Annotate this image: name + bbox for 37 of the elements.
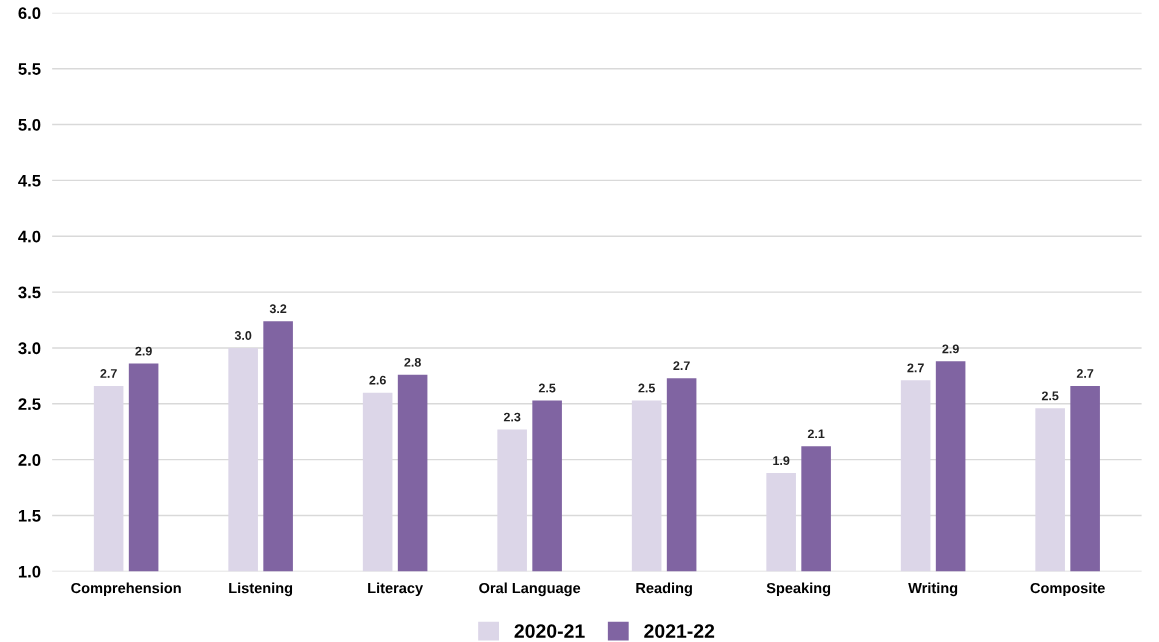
data-label: 2.5 (538, 383, 556, 393)
x-tick-label: Literacy (368, 582, 424, 597)
y-tick-label: 1.5 (18, 510, 41, 522)
data-label: 2.3 (503, 412, 521, 422)
x-tick-label: Speaking (766, 582, 831, 597)
y-tick-label: 2.0 (18, 454, 41, 466)
y-tick-label: 6.0 (18, 7, 41, 20)
data-label: 1.9 (773, 456, 790, 466)
y-tick-label: 2.5 (18, 398, 41, 411)
y-tick-label: 1.0 (18, 565, 41, 578)
x-tick-label: Reading (636, 582, 692, 597)
data-label: 2.9 (942, 344, 959, 354)
data-label: 2.7 (1076, 369, 1094, 378)
y-tick-label: 5.5 (18, 63, 41, 75)
x-tick-label: Composite (1030, 582, 1105, 597)
data-label: 2.7 (907, 363, 924, 373)
y-tick-label: 3.5 (18, 286, 41, 299)
x-tick-label: Oral Language (479, 582, 581, 597)
legend-label: 2021-22 (644, 624, 715, 638)
data-label: 2.5 (638, 383, 655, 393)
data-label: 3.0 (234, 331, 252, 340)
data-label: 2.7 (673, 361, 690, 370)
data-label: 2.9 (135, 346, 152, 356)
x-tick-label: Comprehension (71, 582, 181, 597)
data-label: 3.2 (269, 304, 287, 314)
x-tick-label: Writing (908, 582, 958, 597)
legend-label: 2020-21 (514, 624, 585, 638)
data-label: 2.1 (807, 429, 825, 439)
x-tick-label: Listening (229, 582, 293, 597)
y-tick-label: 4.5 (18, 174, 41, 187)
data-label: 2.6 (369, 375, 386, 385)
y-tick-label: 5.0 (18, 118, 41, 131)
y-tick-label: 3.0 (18, 342, 41, 355)
data-label: 2.5 (1041, 391, 1059, 401)
data-label: 2.7 (100, 369, 117, 378)
data-label: 2.8 (404, 357, 421, 367)
y-tick-label: 4.0 (18, 230, 41, 243)
